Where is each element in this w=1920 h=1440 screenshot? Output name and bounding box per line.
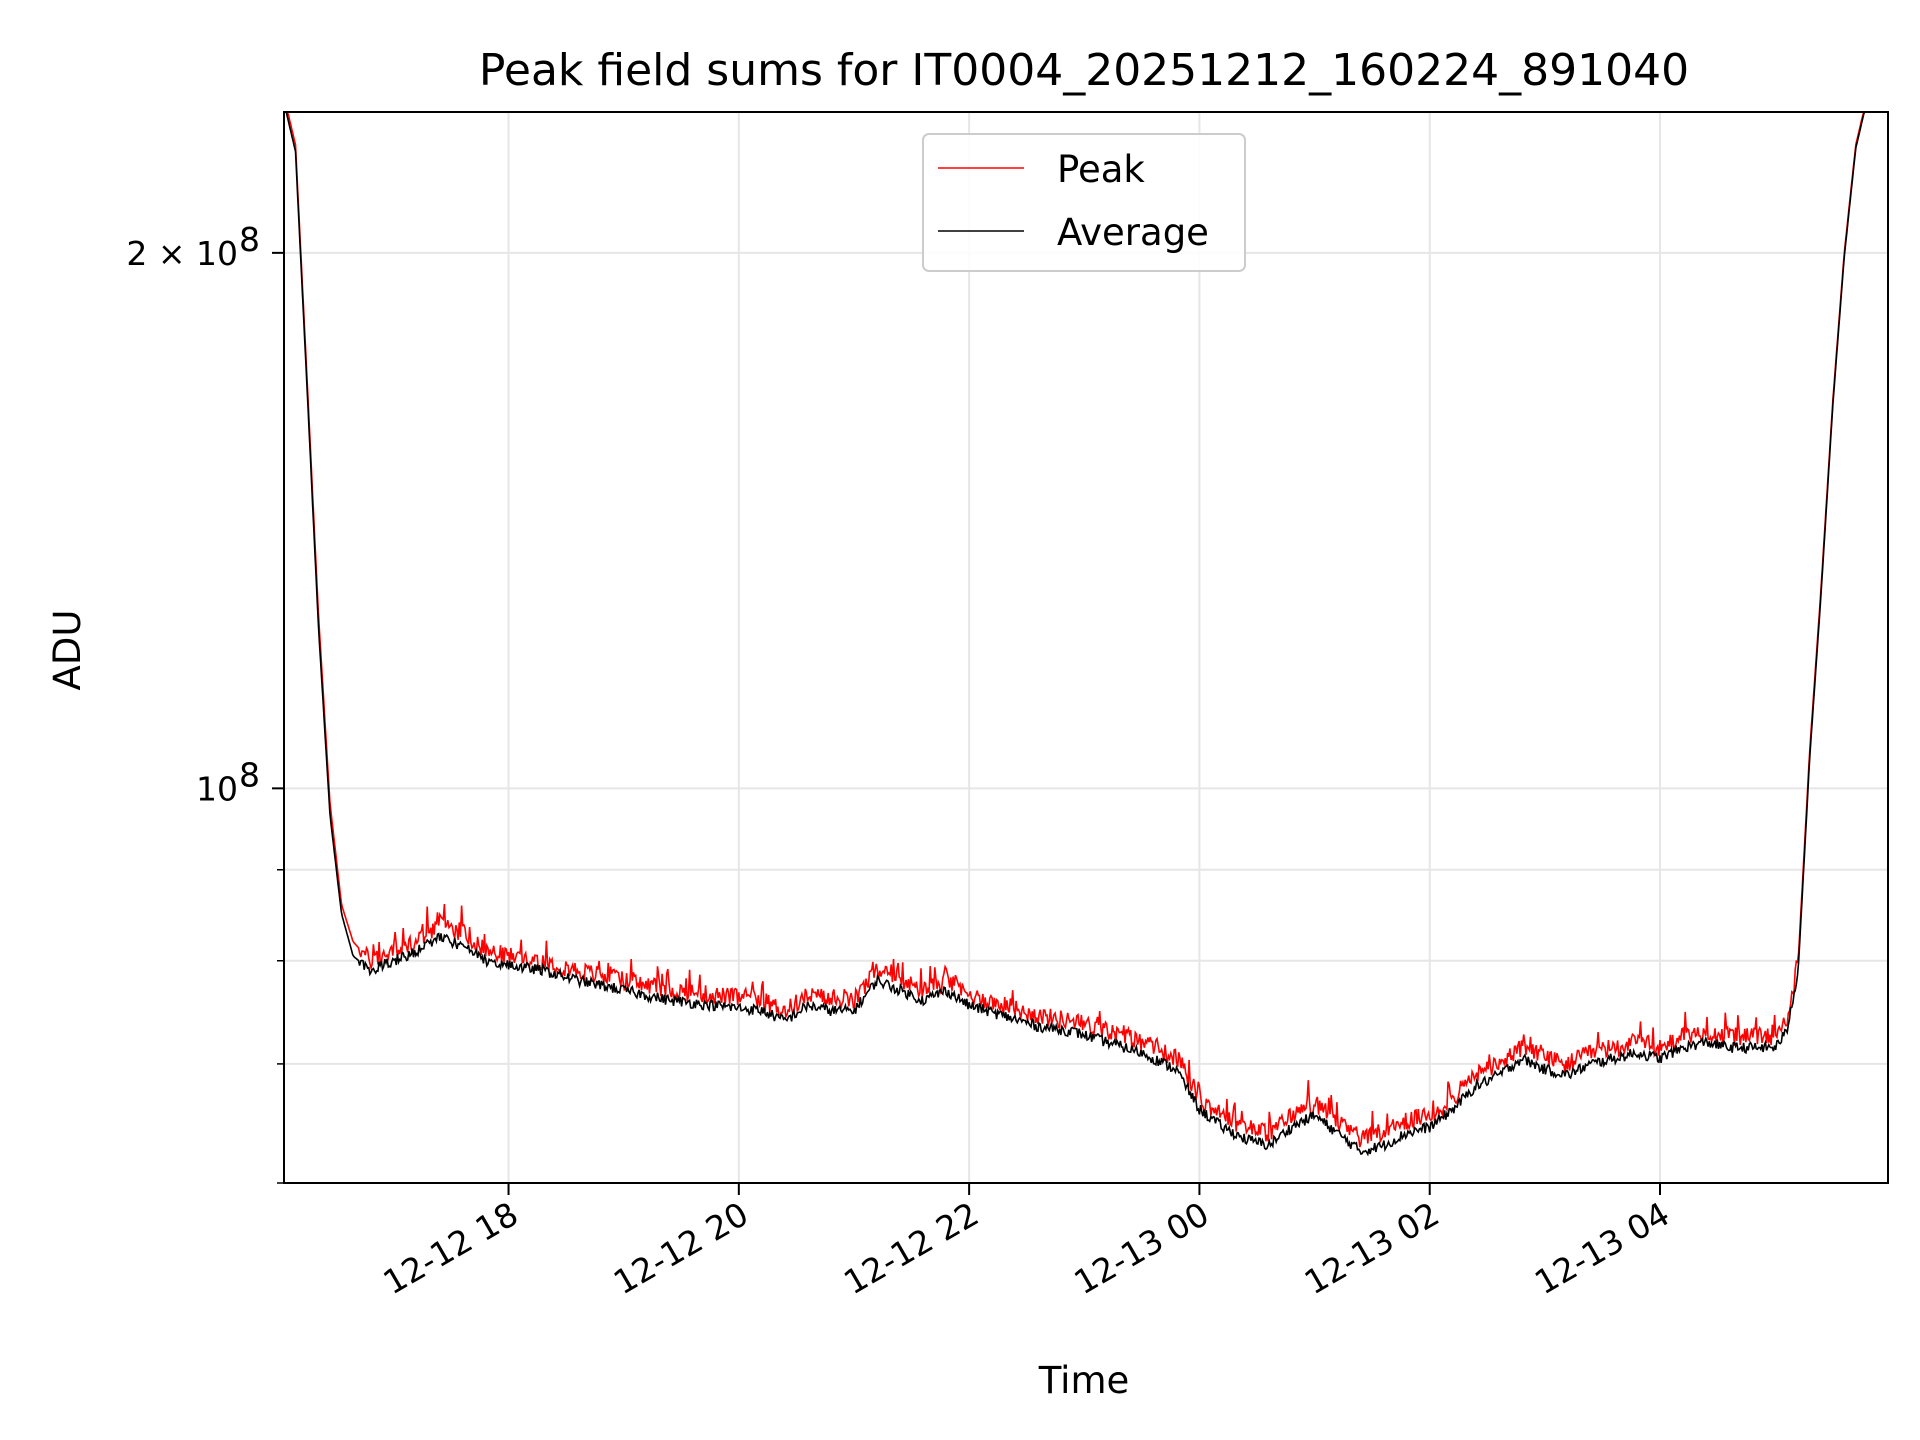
x-axis-label: Time — [1038, 1359, 1130, 1402]
chart-title: Peak field sums for IT0004_20251212_1602… — [479, 45, 1689, 96]
y-tick-exponent: 8 — [239, 755, 260, 794]
series-line-peak — [284, 112, 1888, 1148]
y-tick-exponent: 8 — [239, 220, 260, 259]
y-tick-label: 2 × 10 — [126, 234, 238, 273]
legend: Peak Average — [922, 133, 1246, 272]
y-axis-label: ADU — [46, 610, 89, 691]
plot-area-frame — [283, 111, 1889, 1184]
y-tick-label: 10 — [196, 769, 238, 808]
legend-peak-label: Peak — [1057, 148, 1145, 191]
legend-average-label: Average — [1057, 211, 1209, 254]
series-line-average — [284, 112, 1888, 1157]
series-layer — [284, 112, 1888, 1157]
